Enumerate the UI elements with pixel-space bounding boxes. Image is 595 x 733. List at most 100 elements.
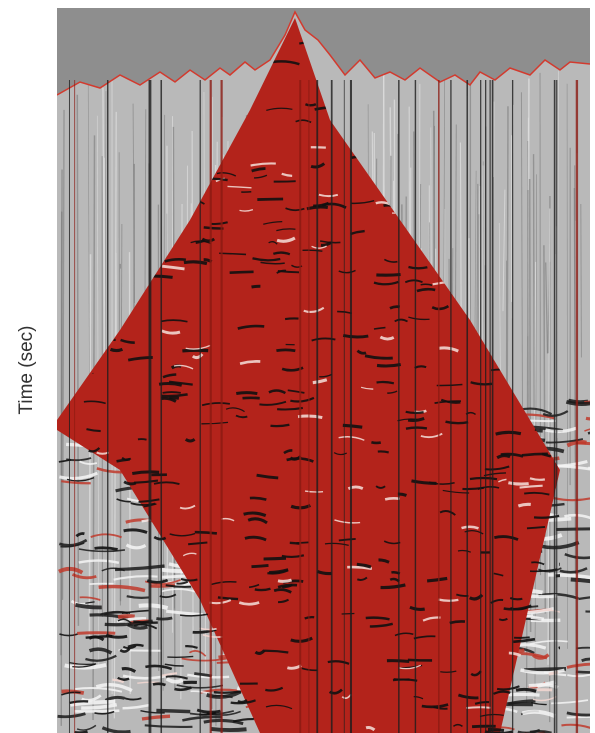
wavelet-stroke: [437, 598, 459, 602]
wavelet-stroke: [277, 270, 300, 274]
noise-stroke: [210, 726, 247, 733]
first-break-line: [57, 10, 590, 96]
wavelet-stroke: [535, 609, 560, 613]
wavelet-stroke: [69, 700, 89, 704]
wavelet-stroke: [191, 353, 204, 360]
noise-stroke: [156, 616, 173, 621]
wavelet-stroke: [137, 681, 160, 684]
wavelet-stroke: [375, 485, 386, 489]
wavelet-stroke: [185, 344, 211, 350]
wavelet-stroke: [301, 667, 318, 672]
wavelet-stroke: [290, 636, 313, 643]
noise-stroke: [187, 673, 230, 679]
wavelet-stroke: [152, 682, 166, 687]
wavelet-stroke: [272, 251, 291, 256]
noise-stroke: [556, 527, 590, 532]
wavelet-stroke: [376, 380, 395, 385]
wavelet-stroke: [153, 535, 167, 541]
wavelet-stroke: [132, 470, 160, 475]
noise-stroke: [581, 657, 590, 662]
wavelet-stroke: [263, 649, 289, 654]
wavelet-stroke: [213, 690, 242, 694]
wavelet-stroke: [248, 583, 260, 589]
noise-stroke: [578, 596, 590, 601]
wavelet-stroke: [439, 510, 456, 516]
wavelet-stroke: [342, 423, 363, 429]
wavelet-stroke: [161, 329, 181, 335]
wavelet-stroke: [290, 396, 315, 403]
wavelet-stroke: [287, 389, 305, 394]
wavelet-stroke: [179, 613, 209, 617]
wavelet-stroke: [176, 580, 189, 585]
wavelet-stroke: [116, 498, 131, 503]
wavelet-stroke: [253, 174, 268, 179]
wavelet-stroke: [145, 664, 173, 671]
noise-stroke: [117, 614, 135, 619]
wavelet-stroke: [263, 556, 287, 561]
wavelet-stroke: [408, 316, 430, 321]
wavelet-stroke: [469, 476, 498, 481]
wavelet-stroke: [251, 167, 266, 173]
wavelet-stroke: [188, 541, 208, 546]
wavelet-stroke: [88, 447, 101, 453]
wavelet-stroke: [466, 706, 491, 709]
wavelet-stroke: [379, 335, 395, 341]
wavelet-stroke: [470, 670, 482, 677]
wavelet-stroke: [117, 618, 132, 624]
wavelet-stroke: [112, 678, 125, 684]
wavelet-stroke: [334, 519, 361, 524]
wavelet-stroke: [508, 651, 522, 657]
wavelet-stroke: [380, 583, 406, 590]
wavelet-stroke: [86, 428, 101, 433]
wavelet-stroke: [83, 400, 106, 405]
wavelet-stroke: [276, 348, 296, 353]
wavelet-stroke: [133, 620, 158, 624]
wavelet-stroke: [378, 558, 390, 564]
wavelet-stroke: [236, 391, 258, 396]
wavelet-stroke: [316, 569, 332, 576]
wavelet-stroke: [252, 257, 281, 262]
noise-stroke: [566, 715, 590, 719]
wavelet-stroke: [495, 430, 522, 436]
wavelet-stroke: [235, 414, 248, 419]
wavelet-stroke: [127, 643, 144, 648]
noise-stroke: [138, 603, 169, 610]
wavelet-stroke: [531, 702, 547, 706]
noise-stroke: [585, 416, 590, 421]
noise-stroke: [182, 715, 223, 722]
wavelet-stroke: [281, 366, 304, 372]
noise-stroke: [58, 471, 99, 481]
wavelet-stroke: [165, 584, 192, 588]
noise-stroke: [570, 577, 590, 584]
wavelet-stroke: [394, 318, 408, 323]
wavelet-stroke: [457, 549, 471, 553]
wavelet-stroke: [266, 107, 293, 111]
noise-stroke: [116, 617, 147, 623]
wavelet-stroke: [471, 724, 496, 729]
wavelet-stroke: [130, 502, 156, 506]
wavelet-stroke: [109, 347, 124, 353]
wavelet-stroke: [324, 542, 349, 546]
seismic-image: [57, 8, 590, 733]
wavelet-stroke: [247, 517, 268, 525]
texture-streak: [580, 203, 582, 358]
noise-stroke: [545, 426, 577, 434]
wavelet-stroke: [461, 525, 479, 530]
wavelet-stroke: [285, 207, 305, 212]
wavelet-stroke: [121, 456, 132, 461]
noise-stroke: [78, 548, 126, 553]
wavelet-stroke: [333, 452, 348, 456]
wavelet-stroke: [168, 380, 193, 386]
noise-stroke: [61, 689, 85, 695]
wavelet-stroke: [165, 675, 188, 680]
noise-stroke: [156, 708, 191, 714]
wavelet-stroke: [259, 400, 287, 406]
wavelet-stroke: [277, 583, 298, 589]
wavelet-stroke: [426, 576, 448, 583]
wavelet-stroke: [237, 324, 265, 330]
wavelet-stroke: [94, 710, 115, 715]
noise-stroke: [521, 709, 556, 718]
noise-stroke: [101, 567, 125, 572]
wavelet-stroke: [312, 378, 328, 385]
